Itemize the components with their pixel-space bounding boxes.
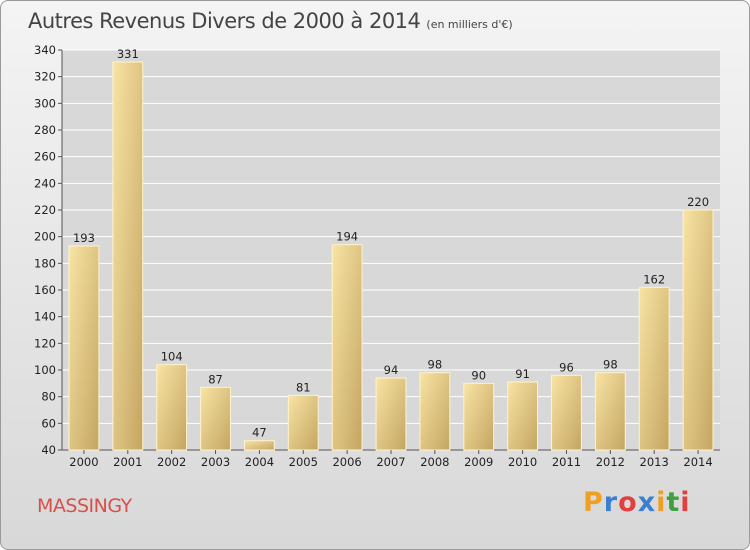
proxiti-logo: Proxiti [583, 487, 691, 518]
bar [243, 440, 275, 451]
bar-value-label: 331 [117, 47, 139, 61]
x-axis: 2000 2001 2002 2003 2004 2005 2006 2007 2008 2009… [69, 450, 713, 469]
bar-value-label: 47 [252, 426, 267, 440]
bar [507, 381, 539, 451]
y-tick-label: 40 [41, 443, 56, 457]
bar [112, 61, 144, 451]
y-tick-label: 140 [34, 310, 56, 324]
x-tick-label: 2007 [376, 455, 405, 469]
bar-value-label: 90 [471, 368, 486, 382]
bar [463, 382, 495, 451]
y-tick-label: 220 [34, 203, 56, 217]
bar-value-label: 98 [428, 358, 443, 372]
bar [638, 286, 670, 451]
logo-letter: x [637, 487, 657, 518]
chart-title-text: Autres Revenus Divers de 2000 à 2014 [28, 9, 421, 33]
y-tick-label: 60 [41, 416, 56, 430]
bar-value-label: 162 [643, 272, 665, 286]
logo-letter: o [618, 487, 638, 518]
y-tick-label: 120 [34, 336, 56, 350]
bar-value-label: 91 [515, 367, 530, 381]
bar [419, 372, 451, 451]
bar [682, 209, 714, 451]
chart-subtitle: (en milliers d'€) [426, 18, 513, 31]
x-tick-label: 2011 [552, 455, 581, 469]
y-tick-label: 340 [34, 43, 56, 57]
bar [331, 244, 363, 451]
bar-value-label: 104 [161, 350, 183, 364]
bar-value-label: 96 [559, 360, 574, 374]
x-tick-label: 2010 [508, 455, 537, 469]
bar [375, 377, 407, 451]
bar-value-label: 87 [208, 372, 223, 386]
bar-value-label: 94 [384, 363, 399, 377]
x-tick-label: 2008 [420, 455, 449, 469]
x-tick-label: 2013 [640, 455, 669, 469]
bar-value-label: 98 [603, 358, 618, 372]
x-tick-label: 2006 [332, 455, 361, 469]
bar [156, 364, 188, 451]
y-tick-label: 80 [41, 390, 56, 404]
logo-letter: P [583, 487, 604, 518]
bar [551, 374, 582, 451]
y-tick-label: 320 [34, 70, 56, 84]
bar [594, 372, 626, 451]
logo-letter: i [656, 487, 667, 518]
logo-letter: i [680, 487, 691, 518]
x-tick-label: 2014 [683, 455, 712, 469]
chart-title: Autres Revenus Divers de 2000 à 2014 (en … [28, 9, 513, 33]
y-tick-label: 260 [34, 150, 56, 164]
bar [68, 245, 100, 451]
y-tick-label: 160 [34, 283, 56, 297]
bar-value-label: 194 [336, 230, 358, 244]
bars: 193 331 104 87 47 81 194 94 98 90 91 96 98 162 220 [68, 47, 714, 451]
y-tick-label: 280 [34, 123, 56, 137]
bar-value-label: 220 [687, 195, 709, 209]
x-tick-label: 2000 [69, 455, 98, 469]
logo-letter: t [666, 487, 681, 518]
commune-name: MASSINGY [37, 495, 132, 517]
x-tick-label: 2001 [113, 455, 142, 469]
x-tick-label: 2005 [289, 455, 318, 469]
x-tick-label: 2009 [464, 455, 493, 469]
y-tick-label: 200 [34, 230, 56, 244]
bar [200, 386, 231, 451]
y-tick-label: 300 [34, 96, 56, 110]
x-tick-label: 2003 [201, 455, 230, 469]
bar-value-label: 81 [296, 380, 311, 394]
bar-value-label: 193 [73, 231, 95, 245]
logo-letter: r [603, 487, 619, 518]
x-tick-label: 2004 [245, 455, 274, 469]
y-tick-label: 240 [34, 176, 56, 190]
x-tick-label: 2012 [596, 455, 625, 469]
y-tick-label: 100 [34, 363, 56, 377]
bar [287, 394, 319, 451]
x-tick-label: 2002 [157, 455, 186, 469]
y-tick-label: 180 [34, 256, 56, 270]
